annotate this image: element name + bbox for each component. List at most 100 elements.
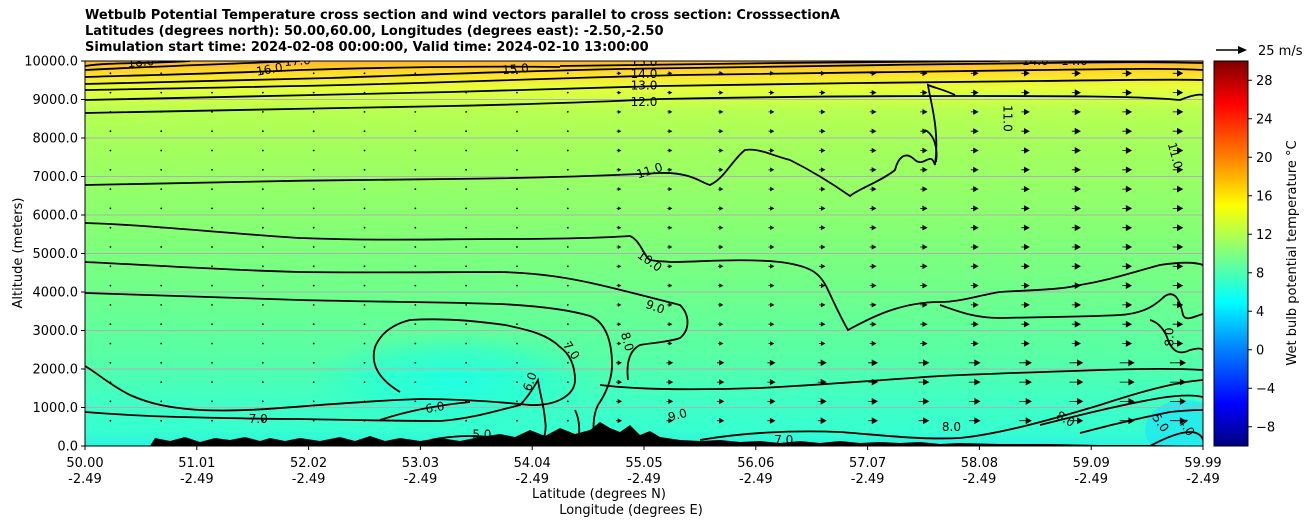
wind-vector	[869, 302, 877, 308]
contour-line-6	[439, 377, 547, 446]
wind-vector	[869, 244, 877, 250]
wind-vector	[615, 418, 623, 424]
wind-vector	[615, 379, 623, 385]
wind-vector	[920, 302, 928, 308]
wind-vector	[160, 149, 163, 152]
wind-vector	[566, 168, 569, 171]
x-tick-label-lon: -2.49	[739, 472, 773, 487]
wind-vector	[667, 71, 673, 76]
wind-vector	[211, 342, 213, 345]
wind-vector	[1119, 378, 1135, 386]
contour-line-11-inner	[924, 129, 938, 163]
contour-line-12	[85, 93, 1203, 114]
contour-label: 8.0	[1162, 327, 1176, 346]
contour-line-6-right	[1039, 394, 1203, 426]
wind-vector	[261, 342, 264, 345]
colorbar-tick-label: 28	[1256, 74, 1273, 89]
wind-vector	[363, 72, 366, 75]
wind-vector	[109, 130, 112, 133]
wind-vector	[261, 130, 264, 133]
wind-vector	[920, 186, 928, 192]
wind-vector	[869, 321, 877, 327]
wind-vector	[566, 342, 569, 345]
wind-vector	[1122, 301, 1133, 309]
x-axis-label-latitude: Latitude (degrees N)	[532, 487, 666, 502]
wind-vector	[1071, 185, 1081, 193]
wind-vector	[768, 128, 775, 134]
contour-label: 18.0	[127, 54, 155, 70]
x-tick-label-lat: 59.99	[1184, 456, 1221, 471]
wind-vector	[312, 323, 315, 326]
contour-label: 13.0	[631, 79, 658, 93]
wind-vector	[1172, 185, 1184, 193]
wind-vector	[716, 398, 725, 405]
wind-vector	[970, 89, 979, 96]
wind-vector	[1169, 359, 1187, 367]
wind-vector	[261, 419, 264, 422]
wind-vector	[465, 111, 468, 113]
wind-vector	[1021, 224, 1030, 231]
wind-vector	[920, 244, 928, 250]
wind-vector	[516, 265, 518, 268]
wind-vector	[920, 166, 928, 173]
wind-vector	[566, 304, 569, 306]
wind-vector	[1122, 262, 1133, 270]
wind-vector	[667, 90, 673, 95]
wind-vector	[414, 149, 417, 152]
wind-vector	[160, 284, 163, 287]
chart-title-line-3: Simulation start time: 2024-02-08 00:00:…	[85, 40, 649, 55]
wind-vector	[566, 149, 569, 152]
wind-vector	[109, 168, 112, 171]
wind-vector	[109, 226, 112, 229]
wind-vector	[465, 323, 468, 326]
wind-vector	[616, 148, 622, 153]
wind-vector	[312, 400, 315, 403]
wind-vector	[414, 361, 417, 364]
wind-vector	[1172, 166, 1184, 174]
wind-vector	[920, 205, 928, 212]
wind-vector	[667, 341, 673, 346]
wind-vector	[1122, 320, 1133, 328]
wind-vector	[819, 90, 826, 96]
wind-key-arrow-head	[1238, 46, 1247, 54]
wind-vector	[616, 71, 622, 76]
wind-vector	[465, 419, 468, 422]
wind-vector	[616, 90, 622, 95]
wind-vector	[869, 167, 877, 173]
y-tick-label: 10000.0	[24, 55, 78, 70]
wind-vector	[566, 207, 569, 210]
wind-vector	[1021, 301, 1030, 309]
contour-line-7-far	[699, 379, 1203, 441]
x-tick-label-lat: 56.06	[737, 456, 774, 471]
wind-vector	[768, 109, 775, 115]
wind-vector	[1122, 108, 1133, 116]
wind-vector	[312, 226, 315, 229]
wind-vector	[211, 168, 213, 171]
wind-vector	[920, 263, 928, 270]
wind-vector	[109, 91, 112, 94]
wind-vector	[160, 188, 163, 191]
wind-vector	[1172, 204, 1184, 212]
wind-vector	[1122, 127, 1133, 135]
wind-vector	[869, 225, 877, 231]
wind-vector	[1122, 166, 1133, 174]
wind-vector	[1071, 224, 1081, 232]
wind-vector	[211, 304, 213, 306]
wind-vector	[261, 361, 264, 364]
wind-vector	[566, 419, 569, 422]
wind-vector	[970, 70, 979, 77]
wind-vector	[616, 225, 622, 230]
wind-vector	[667, 109, 673, 114]
x-tick-label-lon: -2.49	[627, 472, 661, 487]
wind-vector	[1071, 147, 1081, 154]
wind-vector	[363, 304, 366, 306]
wind-vector	[819, 148, 826, 153]
wind-vector	[767, 379, 776, 386]
wind-vector	[516, 381, 518, 383]
wind-vector	[160, 400, 163, 403]
wind-vector	[414, 284, 417, 287]
wind-vector	[717, 283, 724, 288]
y-tick-label: 0.0	[57, 440, 78, 455]
wind-vector	[666, 418, 674, 424]
wind-vector	[768, 341, 775, 346]
